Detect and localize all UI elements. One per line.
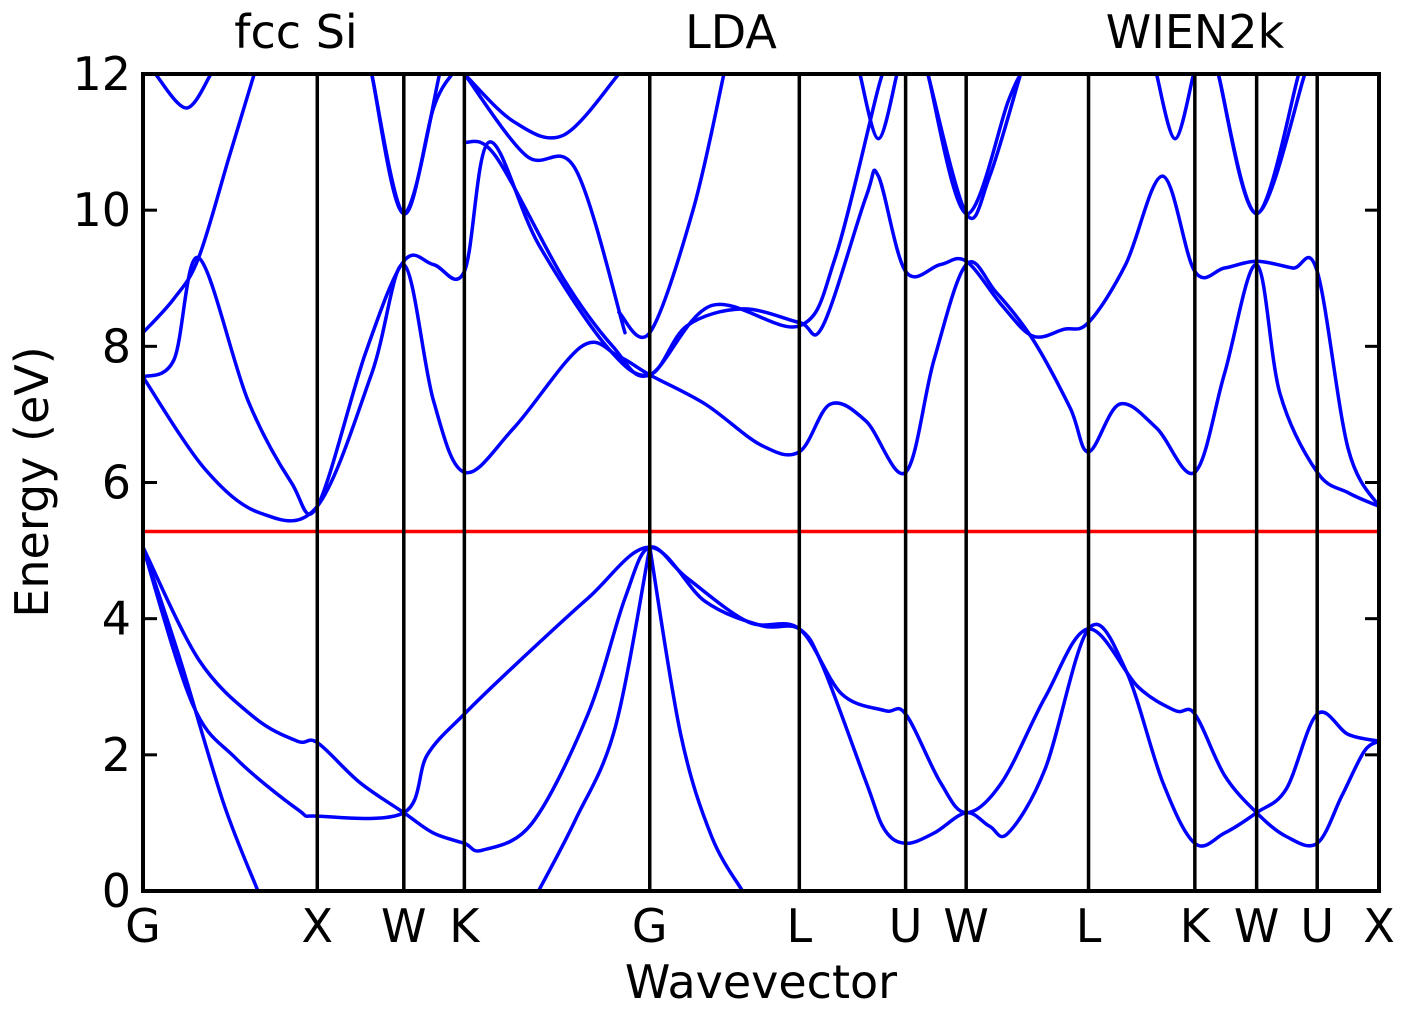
band-line-13 — [926, 74, 1023, 216]
x-axis-label: Wavevector — [625, 955, 897, 1009]
band-line-2 — [536, 545, 652, 891]
y-tick-label: 12 — [72, 47, 131, 101]
x-tick-label: X — [302, 899, 334, 953]
y-tick-label: 10 — [72, 183, 131, 237]
x-tick-label: U — [1300, 899, 1334, 953]
band-line-8 — [143, 74, 256, 335]
band-line-12 — [369, 74, 442, 216]
x-tick-label: L — [1076, 899, 1102, 953]
y-tick-label: 2 — [102, 728, 131, 782]
y-tick-label: 6 — [102, 456, 131, 510]
y-tick-label: 8 — [102, 319, 131, 373]
bands-layer — [143, 74, 1379, 891]
x-tick-label: W — [943, 899, 988, 953]
band-line-21 — [1154, 74, 1196, 141]
y-ticks-layer: 0 2 4 6 8 10 12 — [72, 47, 1379, 918]
x-tick-label: G — [125, 899, 161, 953]
x-tick-label: K — [449, 899, 481, 953]
band-line-1 — [143, 545, 260, 891]
title-center: LDA — [685, 5, 777, 59]
y-tick-label: 4 — [102, 592, 131, 646]
band-line-18 — [462, 74, 627, 335]
x-tick-label: U — [889, 899, 923, 953]
x-tick-label: L — [786, 899, 812, 953]
title-right: WIEN2k — [1106, 5, 1285, 59]
x-tick-label: K — [1180, 899, 1212, 953]
band-line-19 — [153, 74, 213, 110]
band-line-14 — [926, 74, 1023, 221]
band-line-3 — [648, 545, 745, 891]
title-left: fcc Si — [234, 5, 357, 59]
x-tick-label: W — [1234, 899, 1279, 953]
x-tick-label: X — [1363, 899, 1395, 953]
y-axis-label: Energy (eV) — [5, 346, 59, 617]
band-line-9 — [462, 74, 887, 379]
band-line-10 — [617, 74, 726, 339]
x-tick-label: G — [632, 899, 668, 953]
kpoint-lines-layer — [315, 74, 1319, 891]
y-tick-label: 0 — [102, 864, 131, 918]
band-line-17 — [462, 74, 621, 140]
x-tick-label: W — [381, 899, 426, 953]
band-line-20 — [858, 74, 899, 141]
